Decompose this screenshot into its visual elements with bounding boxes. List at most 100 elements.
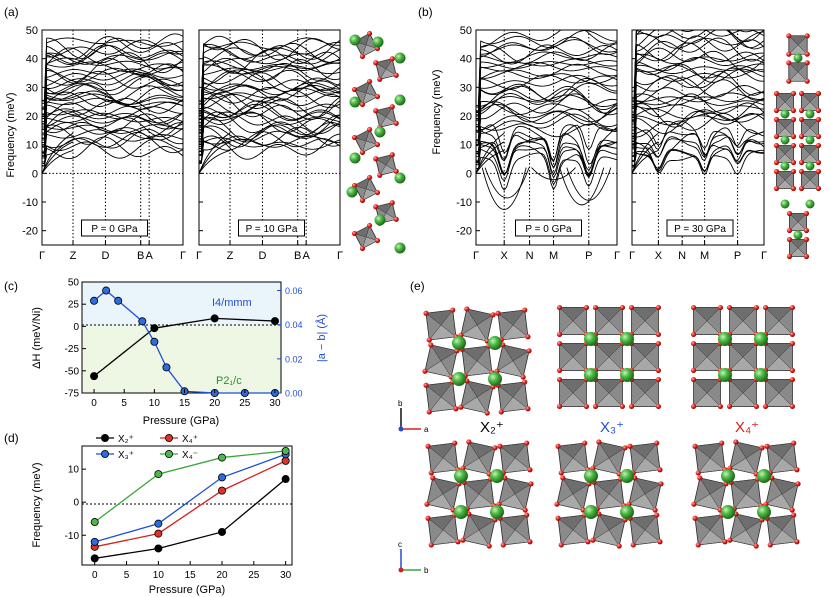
- oxygen-atom: [526, 348, 532, 354]
- band-branch: [199, 59, 340, 124]
- oxygen-atom: [525, 334, 531, 340]
- oxygen-atom: [351, 86, 358, 93]
- oxygen-atom: [789, 507, 795, 513]
- oxygen-atom: [803, 227, 810, 234]
- oxygen-atom: [815, 90, 822, 97]
- band-branch: [42, 70, 183, 124]
- oxygen-atom: [657, 467, 663, 473]
- oxygen-atom: [374, 189, 381, 196]
- oxygen-atom: [803, 210, 810, 217]
- oxygen-atom: [359, 197, 366, 204]
- x-tick-label: 20: [216, 570, 228, 581]
- oxygen-atom: [815, 107, 822, 114]
- band-branch: [199, 111, 340, 153]
- oxygen-atom: [628, 304, 635, 311]
- cation-atom: [805, 109, 815, 119]
- octahedron: [692, 512, 728, 548]
- oxygen-atom: [692, 443, 698, 449]
- oxygen-atom: [654, 440, 660, 446]
- cation-atom: [718, 332, 732, 346]
- oxygen-atom: [527, 539, 533, 545]
- data-point: [154, 544, 163, 553]
- octahedron: [628, 340, 662, 374]
- oxygen-atom: [717, 304, 724, 311]
- oxygen-atom: [393, 168, 399, 174]
- octahedron: [555, 512, 591, 548]
- band-branch: [42, 132, 183, 167]
- oxygen-atom: [582, 440, 588, 446]
- oxygen-atom: [351, 230, 358, 237]
- cation-atom: [793, 230, 803, 240]
- oxygen-atom: [773, 159, 780, 166]
- data-point: [138, 317, 147, 326]
- x-tick-label: 5: [121, 398, 127, 409]
- cation-atom: [349, 96, 361, 108]
- oxygen-atom: [726, 304, 733, 311]
- oxygen-atom: [359, 53, 366, 60]
- octahedron: [691, 475, 729, 513]
- y-tick-label: -20: [22, 226, 38, 238]
- oxygen-atom: [773, 107, 780, 114]
- oxygen-atom: [657, 539, 663, 545]
- oxygen-atom: [790, 90, 797, 97]
- oxygen-atom: [773, 168, 780, 175]
- data-point: [210, 314, 219, 323]
- x-tick-label: 10: [149, 398, 161, 409]
- oxygen-atom: [425, 515, 431, 521]
- mode-label-x2: X₂⁺: [480, 419, 504, 436]
- band-branch: [199, 123, 340, 157]
- oxygen-atom: [616, 543, 622, 549]
- band-branch: [42, 72, 183, 128]
- octahedron: [773, 142, 797, 166]
- imaginary-branch: [566, 167, 612, 201]
- oxygen-atom: [486, 543, 492, 549]
- axis-label-c: c: [398, 540, 402, 549]
- oxygen-atom: [791, 440, 797, 446]
- octahedron: [351, 78, 381, 108]
- x-tick-label: Γ: [337, 250, 343, 262]
- pressure-label: P = 10 GPa: [246, 224, 298, 235]
- oxygen-atom: [798, 107, 805, 114]
- oxygen-atom: [374, 141, 381, 148]
- legend-label: X₂⁺: [118, 434, 134, 445]
- band-branch: [42, 112, 183, 148]
- x-tick-label: A: [302, 250, 310, 262]
- oxygen-atom: [786, 227, 793, 234]
- cation-atom: [757, 505, 771, 519]
- oxygen-atom: [798, 185, 805, 192]
- oxygen-atom: [804, 33, 810, 39]
- band-branch: [632, 37, 764, 115]
- band-branch: [632, 47, 764, 119]
- band-branch: [632, 30, 764, 103]
- band-lines: [476, 30, 617, 210]
- oxygen-atom: [430, 475, 436, 481]
- y-tick-label: 0: [32, 168, 38, 180]
- data-point: [154, 470, 163, 479]
- cation-atom: [805, 161, 815, 171]
- octahedron: [727, 511, 765, 549]
- band-branch: [199, 37, 340, 102]
- octahedron: [460, 511, 498, 549]
- oxygen-atom: [790, 142, 797, 149]
- band-branch: [42, 138, 183, 165]
- octahedron: [798, 168, 822, 192]
- oxygen-atom: [389, 152, 395, 158]
- oxygen-atom: [556, 367, 563, 374]
- octahedron: [351, 174, 381, 204]
- band-branch: [42, 76, 183, 131]
- data-point: [270, 317, 279, 326]
- y-tick-label: -50: [65, 366, 80, 377]
- oxygen-atom: [690, 340, 697, 347]
- axis-label-b: b: [398, 399, 403, 408]
- octahedron: [762, 376, 796, 410]
- oxygen-atom: [690, 304, 697, 311]
- band-branch: [476, 74, 617, 131]
- y-tick-label: 10: [68, 465, 80, 476]
- oxygen-atom: [753, 543, 759, 549]
- octahedron: [556, 376, 590, 410]
- oxygen-atom: [359, 245, 366, 252]
- oxygen-atom: [815, 116, 822, 123]
- mode-label-x3: X₃⁺: [600, 419, 624, 436]
- band-branch: [476, 152, 617, 191]
- oxygen-atom: [498, 409, 504, 415]
